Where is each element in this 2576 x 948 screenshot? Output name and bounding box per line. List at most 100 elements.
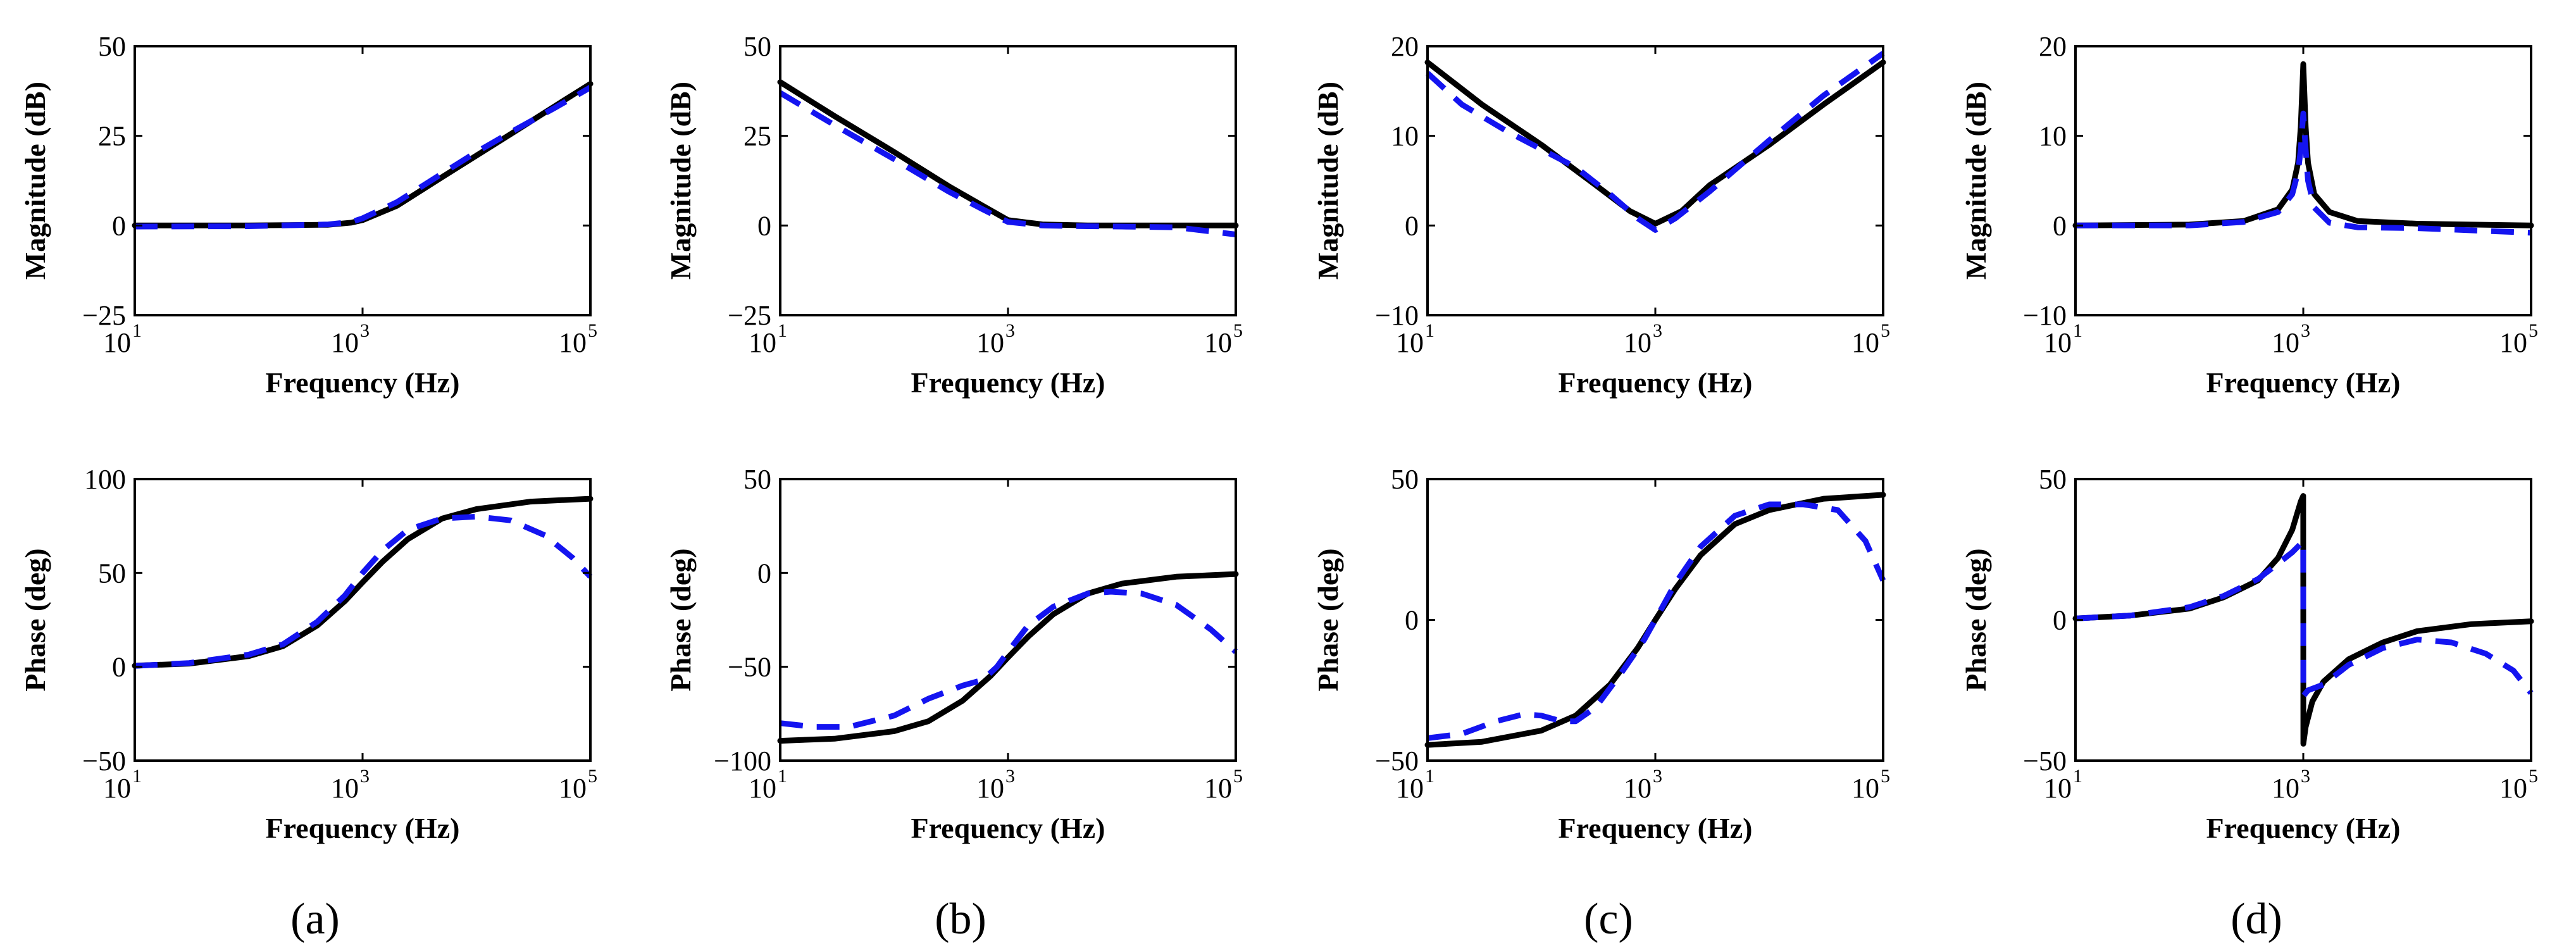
panel-labels: (a) (b) (c) (d) xyxy=(290,895,2282,944)
panel-d-magnitude-x-tick-exponent: 1 xyxy=(2073,320,2082,341)
panel-a-magnitude-y-tick-label: 50 xyxy=(98,31,126,62)
panel-label-a: (a) xyxy=(290,895,340,944)
panel-a-phase-x-tick-exponent: 3 xyxy=(360,766,370,787)
panel-b-phase-axes-frame xyxy=(779,478,1237,762)
panel-c-phase-measured-line xyxy=(1427,501,1886,741)
panel-b-phase-y-tick-label: 50 xyxy=(744,464,771,495)
panel-a-phase-x-tick-exponent: 5 xyxy=(588,766,597,787)
panel-d-magnitude-y-axis-label: Magnitude (dB) xyxy=(1960,82,1992,280)
panel-c-phase-x-tick-exponent: 1 xyxy=(1425,766,1434,787)
panel-a-magnitude-x-tick-label: 10 xyxy=(559,327,587,358)
panel-c-phase-y-tick-label: −50 xyxy=(1375,745,1419,776)
panel-d-magnitude-y-tick-label: 0 xyxy=(2053,210,2067,241)
panel-b-phase-y-axis-label: Phase (deg) xyxy=(664,548,697,691)
panel-b-phase-x-tick-exponent: 5 xyxy=(1233,766,1243,787)
panel-a-phase-x-tick-label: 10 xyxy=(331,773,359,804)
panel-c-magnitude-y-tick-label: 20 xyxy=(1391,31,1419,62)
panel-a-phase-x-tick-label: 10 xyxy=(559,773,587,804)
panel-label-d: (d) xyxy=(2231,895,2282,944)
panel-a-magnitude-measured-line xyxy=(134,85,592,230)
panel-b-phase-measured-line xyxy=(780,589,1238,730)
panel-b-magnitude-x-tick-exponent: 5 xyxy=(1233,320,1243,341)
panel-d-magnitude-measured-line xyxy=(2075,110,2532,236)
panel-c-phase-y-tick-label: 50 xyxy=(1391,464,1419,495)
panel-a-magnitude-x-tick-label: 10 xyxy=(331,327,359,358)
panel-d-phase-y-tick-label: −50 xyxy=(2023,745,2067,776)
panel-d-phase-x-tick-exponent: 1 xyxy=(2073,766,2082,787)
panel-b-magnitude-y-tick-label: 0 xyxy=(757,210,771,241)
panel-d-magnitude-y-tick-label: 20 xyxy=(2039,31,2067,62)
panel-label-c: (c) xyxy=(1584,895,1633,944)
panel-b-magnitude-x-tick-label: 10 xyxy=(1204,327,1232,358)
panel-d-magnitude-y-tick-label: 10 xyxy=(2039,121,2067,152)
panel-d-phase-measured-line xyxy=(2075,538,2534,699)
panel-b-magnitude-y-tick-label: 50 xyxy=(744,31,771,62)
panel-a-magnitude-x-tick-label: 10 xyxy=(103,327,131,358)
panel-d-phase-x-tick-label: 10 xyxy=(2044,773,2072,804)
panel-b-magnitude-y-axis-label: Magnitude (dB) xyxy=(664,82,697,280)
panel-a-magnitude-x-tick-exponent: 3 xyxy=(360,320,370,341)
panel-label-b: (b) xyxy=(935,895,986,944)
panel-c-magnitude-x-tick-exponent: 3 xyxy=(1653,320,1662,341)
panel-a-magnitude-y-tick-label: −25 xyxy=(82,300,126,331)
panel-d-phase-model-line xyxy=(2072,493,2534,747)
panel-b-phase-y-tick-label: −100 xyxy=(714,745,771,776)
panel-a-phase-y-tick-label: 0 xyxy=(112,652,126,683)
panel-c-magnitude-axes-frame xyxy=(1426,45,1884,316)
panel-c-magnitude-x-tick-label: 10 xyxy=(1624,327,1652,358)
panel-a-magnitude-x-tick-exponent: 1 xyxy=(132,320,142,341)
panel-c-phase-y-axis-label: Phase (deg) xyxy=(1312,548,1344,691)
panel-d-phase-x-axis-label: Frequency (Hz) xyxy=(2206,812,2400,844)
panel-a-magnitude-x-axis-label: Frequency (Hz) xyxy=(265,366,459,399)
panel-c-phase-x-tick-label: 10 xyxy=(1851,773,1879,804)
panel-b-phase-x-axis-label: Frequency (Hz) xyxy=(911,812,1105,844)
panel-d-magnitude-model-line xyxy=(2072,61,2534,228)
panel-d-magnitude-y-tick-label: −10 xyxy=(2023,300,2067,331)
panel-d-phase-x-tick-label: 10 xyxy=(2272,773,2299,804)
panel-a-phase-x-tick-exponent: 1 xyxy=(132,766,142,787)
panel-d-phase-x-tick-label: 10 xyxy=(2499,773,2527,804)
panel-a-phase-model-line xyxy=(132,496,594,669)
panel-a-phase-y-tick-label: 100 xyxy=(84,464,126,495)
panel-c-magnitude-x-tick-label: 10 xyxy=(1851,327,1879,358)
panel-b-magnitude-x-tick-exponent: 1 xyxy=(778,320,787,341)
panel-c-magnitude-measured-line xyxy=(1425,51,1885,233)
panel-c-magnitude-model-line xyxy=(1424,59,1886,227)
panel-c-phase-x-tick-label: 10 xyxy=(1396,773,1424,804)
panel-a-phase-axes-frame xyxy=(134,478,592,762)
panel-a-magnitude-y-tick-label: 0 xyxy=(112,210,126,241)
panel-c-phase-x-tick-exponent: 3 xyxy=(1653,766,1662,787)
panel-b-magnitude-x-tick-label: 10 xyxy=(976,327,1004,358)
panel-d-magnitude-x-tick-label: 10 xyxy=(2499,327,2527,358)
panel-d-phase-y-axis-label: Phase (deg) xyxy=(1960,548,1992,691)
panel-c-magnitude-y-axis-label: Magnitude (dB) xyxy=(1312,82,1344,280)
panel-b-phase-x-tick-exponent: 3 xyxy=(1005,766,1015,787)
panel-d-magnitude-x-tick-exponent: 3 xyxy=(2301,320,2310,341)
panel-a-magnitude-model-line xyxy=(132,81,594,228)
panel-b-magnitude-measured-line xyxy=(778,90,1236,237)
panel-d-magnitude-x-tick-exponent: 5 xyxy=(2529,320,2538,341)
panel-a-magnitude-x-tick-exponent: 5 xyxy=(588,320,597,341)
panel-c-magnitude-x-tick-exponent: 5 xyxy=(1881,320,1890,341)
panel-d-phase-y-tick-label: 0 xyxy=(2053,605,2067,636)
panel-a-phase-x-axis-label: Frequency (Hz) xyxy=(265,812,459,844)
panel-a-phase-measured-line xyxy=(134,513,593,669)
panel-c-phase-x-tick-exponent: 5 xyxy=(1881,766,1890,787)
panel-b-phase-x-tick-label: 10 xyxy=(749,773,776,804)
panel-a-magnitude-y-axis-label: Magnitude (dB) xyxy=(19,82,51,280)
panel-c-magnitude-x-tick-exponent: 1 xyxy=(1425,320,1434,341)
panel-a-phase-y-tick-label: −50 xyxy=(82,745,126,776)
panel-b-phase-y-tick-label: 0 xyxy=(757,558,771,589)
panel-c-phase-y-tick-label: 0 xyxy=(1405,605,1419,636)
panel-a-phase-x-tick-label: 10 xyxy=(103,773,131,804)
panel-b-magnitude-x-tick-label: 10 xyxy=(749,327,776,358)
panel-b-phase-x-tick-label: 10 xyxy=(1204,773,1232,804)
